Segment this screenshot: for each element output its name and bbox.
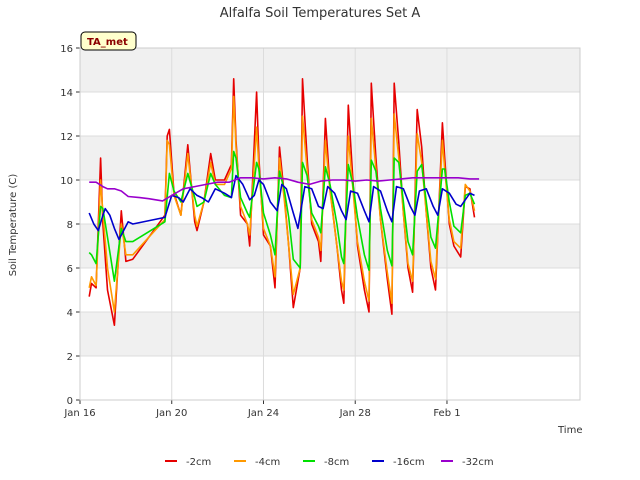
x-tick-label: Jan 16 — [63, 408, 95, 419]
y-tick-label: 16 — [60, 44, 73, 55]
plot-band — [80, 312, 580, 356]
x-tick-label: Feb 1 — [433, 408, 460, 419]
legend-label: -2cm — [186, 457, 211, 468]
station-label-bg — [80, 31, 137, 51]
legend-label: -16cm — [393, 457, 425, 468]
legend-label: -32cm — [462, 457, 494, 468]
plot-border — [79, 47, 581, 401]
series-line-minus-8cm — [88, 150, 476, 282]
plot-band — [80, 48, 580, 92]
x-axis-label: Time — [557, 425, 582, 436]
y-tick-label: 2 — [67, 352, 73, 363]
data-series — [88, 78, 480, 326]
chart-title: Alfalfa Soil Temperatures Set A — [220, 6, 421, 21]
x-tick-label: Jan 24 — [247, 408, 279, 419]
station-label-box: TA_met — [80, 31, 137, 51]
x-tick-label: Jan 20 — [155, 408, 187, 419]
legend: -2cm -4cm -8cm -16cm -32cm — [165, 457, 494, 468]
y-tick-label: 4 — [67, 308, 73, 319]
series-line-minus-16cm — [88, 174, 475, 241]
x-axis-ticks: Jan 16 Jan 20 Jan 24 Jan 28 Feb 1 — [63, 400, 461, 419]
station-label: TA_met — [87, 37, 128, 48]
y-tick-label: 0 — [67, 396, 73, 407]
y-tick-label: 12 — [60, 132, 73, 143]
legend-label: -4cm — [255, 457, 280, 468]
plot-frame — [79, 47, 581, 401]
y-tick-label: 10 — [60, 176, 73, 187]
y-tick-label: 8 — [67, 220, 73, 231]
plot-band — [80, 136, 580, 180]
legend-label: -8cm — [324, 457, 349, 468]
y-tick-label: 6 — [67, 264, 73, 275]
y-tick-label: 14 — [60, 88, 73, 99]
y-axis-ticks: 0 2 4 6 8 10 12 14 16 — [60, 44, 80, 407]
x-tick-label: Jan 28 — [339, 408, 371, 419]
series-line-minus-32cm — [89, 177, 480, 202]
plot-band — [80, 224, 580, 268]
y-axis-label: Soil Temperature (C) — [8, 174, 19, 277]
